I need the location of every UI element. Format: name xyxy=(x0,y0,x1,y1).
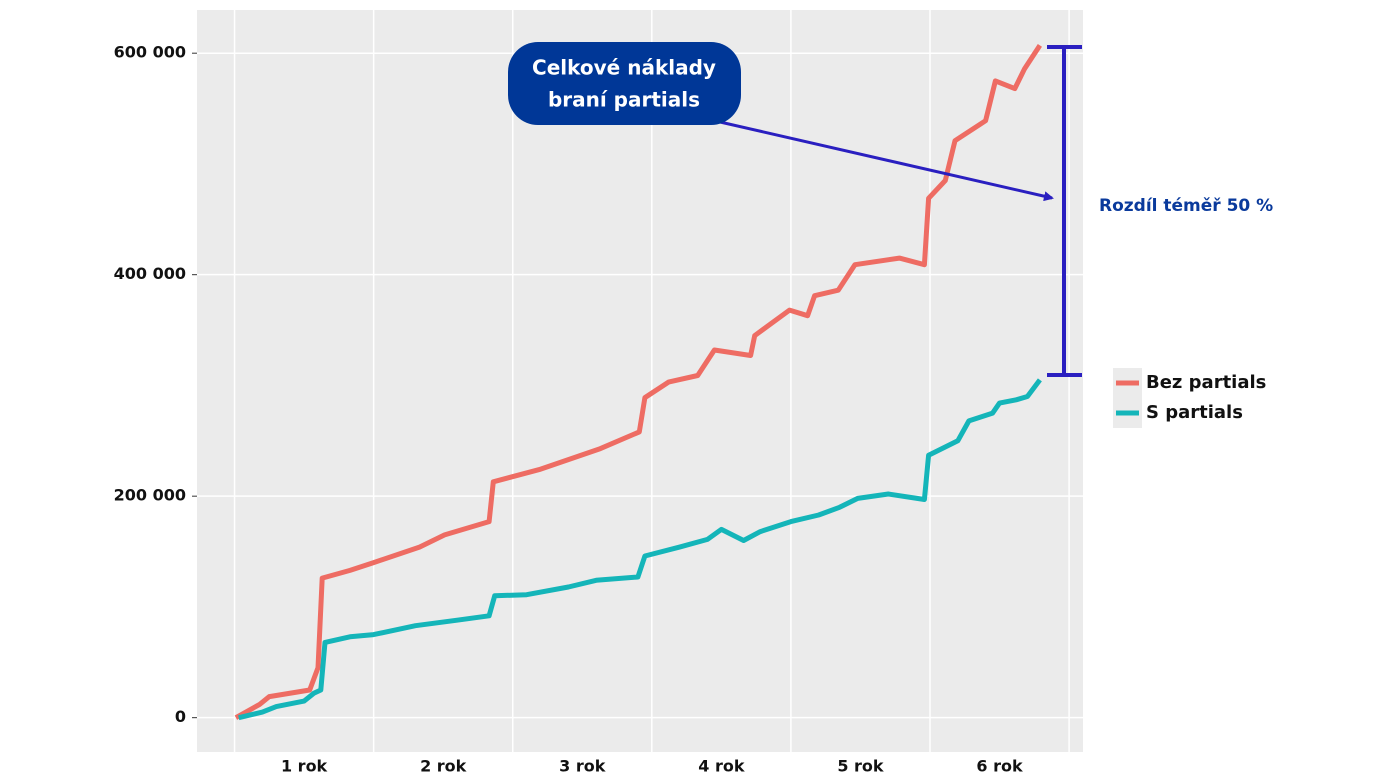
y-tick-label: 400 000 xyxy=(114,264,186,283)
series-line xyxy=(238,378,1042,721)
y-tick-label: 600 000 xyxy=(114,43,186,62)
callout-box xyxy=(508,42,741,125)
arrow xyxy=(719,120,1054,202)
x-tick-label: 3 rok xyxy=(559,757,606,776)
callout-text: Celkové náklady xyxy=(532,56,716,80)
x-tick-label: 2 rok xyxy=(420,757,467,776)
y-tick-label: 0 xyxy=(175,707,186,726)
x-tick-label: 6 rok xyxy=(976,757,1023,776)
x-tick-label: 4 rok xyxy=(698,757,745,776)
legend-label: S partials xyxy=(1146,402,1243,423)
callout-text: braní partials xyxy=(548,88,700,112)
x-tick-label: 1 rok xyxy=(281,757,328,776)
difference-bracket xyxy=(1047,45,1082,377)
plot-background xyxy=(197,10,1083,752)
y-tick-label: 200 000 xyxy=(114,486,186,505)
legend-label: Bez partials xyxy=(1146,372,1266,393)
difference-label: Rozdíl téměř 50 % xyxy=(1099,196,1273,216)
x-tick-label: 5 rok xyxy=(837,757,884,776)
